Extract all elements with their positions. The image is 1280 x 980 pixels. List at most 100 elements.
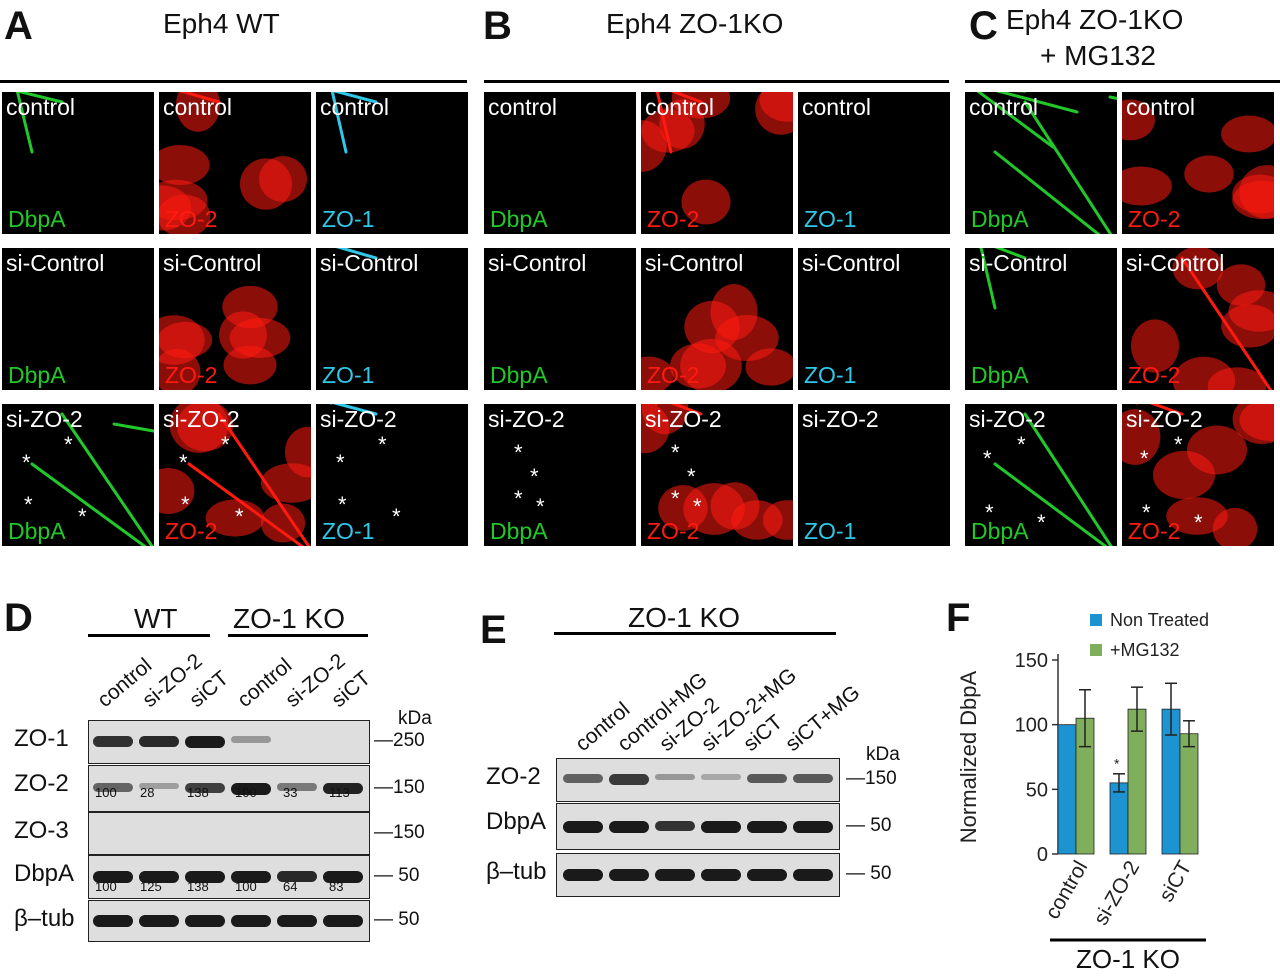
micrograph-c-r3-c1: si-ZO-2 DbpA * * * *	[965, 404, 1117, 546]
micrograph-channel-label: ZO-1	[804, 206, 857, 232]
micrograph-condition-label: si-Control	[645, 250, 744, 276]
micrograph-a-r1-c2: control ZO-2	[159, 92, 311, 234]
blot-band	[793, 820, 833, 833]
asterisk-marker: *	[1017, 432, 1026, 457]
blot-band	[139, 871, 179, 883]
micrograph-condition-label: si-ZO-2	[969, 406, 1046, 432]
x-tick-label: si-ZO-2	[1089, 857, 1144, 929]
blot-band	[139, 782, 179, 790]
micrograph-condition-label: control	[6, 94, 76, 120]
micrograph-channel-label: DbpA	[490, 206, 548, 232]
blot-band	[747, 869, 787, 881]
blot-band	[609, 774, 649, 785]
micrograph-image	[1122, 404, 1274, 546]
blot-band	[231, 915, 271, 927]
micrograph-channel-label: DbpA	[490, 362, 548, 388]
micrograph-a-r2-c1: si-Control DbpA	[2, 248, 154, 390]
x-tick-label: control	[1041, 857, 1092, 923]
quant-dbpa: 83	[329, 879, 344, 894]
micrograph-a-r1-c1: control DbpA	[2, 92, 154, 234]
blot-strip	[556, 803, 840, 850]
blot-band	[323, 782, 363, 795]
asterisk-marker: *	[671, 440, 680, 465]
blot-band	[793, 774, 833, 784]
micrograph-image	[976, 92, 1117, 234]
blot-band	[323, 915, 363, 927]
panel-e-letter: E	[480, 608, 507, 652]
micrograph-channel-label: DbpA	[8, 206, 66, 232]
panel-e-rule	[554, 632, 836, 635]
micrograph-condition-label: control	[320, 94, 390, 120]
micrograph-condition-label: control	[802, 94, 872, 120]
blot-strip	[556, 853, 840, 897]
panel-d-group-wt: WT	[134, 603, 178, 634]
micrograph-image	[30, 412, 154, 546]
micrograph-channel-label: ZO-1	[804, 518, 857, 544]
panel-b-rule	[484, 80, 949, 83]
micrograph-channel-label: ZO-2	[647, 206, 700, 232]
micrograph-condition-label: control	[163, 94, 233, 120]
panel-d-letter: D	[4, 596, 33, 640]
blot-strip	[88, 900, 370, 942]
blot-band	[277, 782, 317, 791]
panel-b-letter: B	[483, 4, 512, 48]
micrograph-image	[159, 92, 307, 234]
asterisk-marker: *	[983, 446, 992, 471]
blot-row-label: ZO-2	[486, 763, 541, 790]
micrograph-channel-label: ZO-1	[322, 206, 375, 232]
micrograph-channel-label: ZO-1	[322, 362, 375, 388]
blot-strip	[88, 720, 370, 764]
blot-row-label: ZO-1	[14, 725, 69, 752]
micrograph-condition-label: control	[488, 94, 558, 120]
micrograph-condition-label: si-ZO-2	[488, 406, 565, 432]
blot-band	[231, 736, 271, 743]
kda-marker: —150	[374, 776, 425, 798]
quant-dbpa: 125	[140, 879, 162, 894]
micrograph-image	[1130, 248, 1274, 390]
asterisk-marker: *	[78, 504, 87, 529]
asterisk-marker: *	[235, 504, 244, 529]
asterisk-marker: *	[536, 494, 545, 519]
blot-band	[609, 869, 649, 881]
micrograph-condition-label: control	[1126, 94, 1196, 120]
micrograph-condition-label: si-Control	[163, 250, 262, 276]
micrograph-channel-label: ZO-1	[322, 518, 375, 544]
micrograph-image	[641, 404, 793, 540]
micrograph-condition-label: si-ZO-2	[320, 406, 397, 432]
kda-marker: — 50	[374, 909, 420, 930]
quant-dbpa: 100	[95, 879, 117, 894]
asterisk-marker: *	[392, 504, 401, 529]
panel-a-title: Eph4 WT	[163, 8, 280, 39]
asterisk-marker: *	[24, 492, 33, 517]
micrograph-c-r2-c1: si-Control DbpA	[965, 248, 1117, 390]
quant-dbpa: 100	[235, 879, 257, 894]
blot-row-label: DbpA	[486, 808, 547, 835]
panel-c-letter: C	[969, 4, 998, 48]
micrograph-channel-label: ZO-2	[647, 518, 700, 544]
blot-row-label: β–tub	[486, 858, 547, 885]
quant-zo2: 100	[95, 785, 117, 800]
blot-row-label: β–tub	[14, 905, 75, 932]
y-tick-label: 0	[1037, 844, 1048, 866]
blot-band	[185, 871, 225, 883]
asterisk-marker: *	[1174, 432, 1183, 457]
micrograph-b-r1-c2: control ZO-2	[641, 92, 793, 234]
quant-zo2: 100	[235, 785, 257, 800]
blot-band	[655, 869, 695, 881]
micrograph-a-r3-c3: si-ZO-2 ZO-1 * * * *	[316, 404, 468, 546]
blot-band	[93, 871, 133, 883]
micrograph-channel-label: ZO-2	[647, 362, 700, 388]
micrograph-b-r3-c1: si-ZO-2 DbpA * * * *	[484, 404, 636, 546]
blot-band	[185, 782, 225, 793]
micrograph-channel-label: ZO-1	[804, 362, 857, 388]
asterisk-marker: *	[179, 450, 188, 475]
panel-c-title-2: + MG132	[1040, 40, 1156, 71]
asterisk-marker: *	[693, 494, 702, 519]
panel-d-rule-ko	[228, 634, 368, 637]
x-tick-label: siCT	[1155, 857, 1197, 906]
micrograph-condition-label: si-Control	[802, 250, 901, 276]
group-label: ZO-1 KO	[1076, 944, 1180, 974]
micrograph-channel-label: DbpA	[490, 518, 548, 544]
quant-dbpa: 138	[187, 879, 209, 894]
